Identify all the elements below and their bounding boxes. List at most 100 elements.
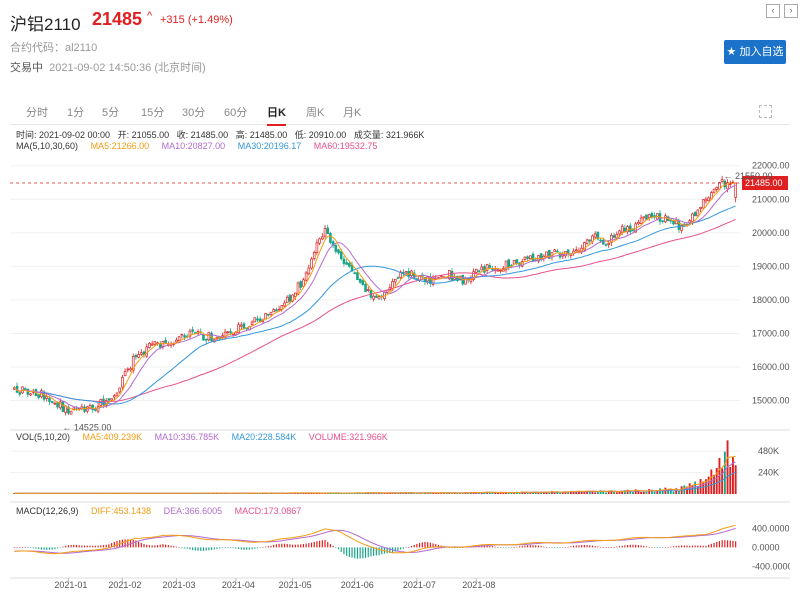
volume-bar — [378, 492, 380, 494]
tab-60min[interactable]: 60分 — [224, 107, 248, 119]
macd-bar — [462, 547, 464, 548]
macd-bar — [505, 547, 507, 548]
volume-bar — [661, 489, 664, 494]
candle-body — [607, 243, 610, 245]
macd-tick-label: 0.0000 — [752, 542, 780, 552]
candle-body — [150, 343, 154, 346]
tab-30min[interactable]: 30分 — [182, 107, 206, 119]
ma60-legend: MA60:19532.75 — [313, 141, 378, 151]
tab-timeshare[interactable]: 分时 — [26, 107, 48, 119]
tab-monthly[interactable]: 月K — [343, 107, 362, 119]
candle-body — [131, 355, 135, 371]
volume-bar — [13, 493, 16, 494]
candle-body — [129, 368, 132, 371]
candle-body — [399, 271, 402, 278]
macd-bar — [718, 540, 721, 548]
tab-1min[interactable]: 1分 — [67, 107, 85, 119]
candle-body — [175, 339, 178, 343]
macd-bar — [16, 547, 18, 548]
macd-bar — [729, 540, 731, 548]
candle-body — [507, 259, 511, 268]
candles — [13, 175, 737, 416]
candle-body — [302, 279, 305, 287]
macd-bar — [316, 541, 318, 548]
candle-body — [596, 231, 600, 240]
candle-body — [553, 249, 556, 252]
volume-bar — [461, 493, 464, 494]
macd-bar — [624, 545, 626, 548]
volume-bar — [710, 469, 713, 494]
macd-bar — [100, 545, 102, 548]
macd-bar — [694, 545, 696, 548]
candle-body — [661, 220, 665, 222]
candle-body — [650, 213, 654, 218]
macd-bar — [35, 547, 37, 549]
macd-bar — [289, 544, 291, 548]
fullscreen-icon[interactable] — [759, 105, 772, 118]
volume-tick-label: 240K — [758, 468, 779, 478]
x-tick-label: 2021-02 — [108, 580, 141, 590]
macd-bar — [427, 542, 429, 548]
contract-code-value: al2110 — [65, 42, 98, 54]
chart-canvas[interactable]: 22000.00 21000.00 20000.00 19000.00 18000.00… — [10, 126, 790, 592]
volume-bar — [475, 492, 478, 494]
macd-bar — [278, 543, 280, 548]
macd-bar — [645, 546, 648, 548]
macd-bar — [494, 546, 496, 548]
macd-bar — [373, 547, 375, 556]
candle-body — [375, 295, 378, 298]
prev-icon[interactable]: ‹ — [766, 4, 780, 18]
tab-daily[interactable]: 日K — [267, 104, 286, 126]
candle-body — [310, 258, 313, 269]
macd-bar — [378, 547, 380, 556]
volume-bar — [391, 492, 394, 494]
price-tick-label: 17000.00 — [752, 328, 790, 338]
ma60-line — [14, 218, 736, 403]
macd-bar — [208, 547, 210, 551]
tab-weekly[interactable]: 周K — [306, 107, 325, 119]
next-icon[interactable]: › — [784, 4, 798, 18]
macd-bar — [508, 547, 510, 548]
tab-15min[interactable]: 15分 — [141, 107, 165, 119]
macd-bar — [308, 543, 310, 548]
candle-body — [615, 233, 619, 239]
macd-bar — [62, 546, 64, 548]
volume-bar — [415, 493, 418, 494]
macd-bar — [43, 547, 45, 550]
macd-bar — [243, 547, 245, 550]
price-tick-label: 21000.00 — [752, 194, 790, 204]
candle-body — [480, 266, 484, 271]
tab-5min[interactable]: 5分 — [102, 107, 120, 119]
volume-bar — [677, 490, 680, 494]
ma5-line — [14, 182, 736, 411]
candle-body — [188, 330, 192, 337]
macd-bar — [394, 547, 396, 552]
macd-bar — [648, 546, 650, 548]
ma30-legend: MA30:20196.17 — [237, 141, 302, 151]
macd-bar — [689, 545, 691, 548]
volume-bar — [340, 493, 343, 494]
volume-bar — [529, 492, 532, 494]
kline-chart[interactable]: 22000.00 21000.00 20000.00 19000.00 18000.00… — [10, 126, 790, 592]
price-tick-label: 16000.00 — [752, 362, 790, 372]
candle-body — [323, 228, 327, 237]
macd-bar — [699, 545, 702, 548]
volume-bar — [634, 489, 637, 494]
macd-bar — [716, 541, 718, 548]
candle-body — [191, 329, 194, 332]
volume-bar — [729, 466, 732, 494]
add-watchlist-button[interactable]: ★ 加入自选 — [724, 40, 786, 64]
volume-bar — [351, 493, 353, 494]
candle-body — [177, 336, 181, 342]
candle-body — [339, 251, 343, 260]
macd-bar — [491, 546, 494, 548]
volume-bar — [267, 493, 270, 494]
macd-bar — [654, 547, 656, 548]
macd-bar — [351, 547, 353, 558]
macd-bar — [599, 546, 602, 548]
volume-bar — [210, 493, 213, 494]
volume-bar — [610, 490, 613, 494]
candle-body — [515, 259, 519, 264]
candle-body — [526, 256, 529, 259]
vol-legend: VOL(5,10,20) MA5:409.239K MA10:336.785K … — [16, 432, 388, 442]
